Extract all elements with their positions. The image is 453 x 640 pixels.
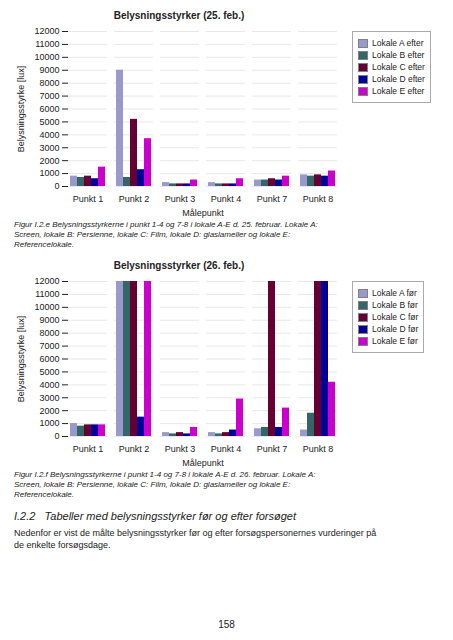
svg-text:Punkt 2: Punkt 2 — [119, 444, 150, 454]
svg-text:Punkt 8: Punkt 8 — [303, 444, 334, 454]
html-text:Nedenfor er vist de målte bely: Nedenfor er vist de målte belysningsstyr… — [14, 528, 377, 550]
svg-text:Punkt 4: Punkt 4 — [211, 194, 242, 204]
svg-text:10000: 10000 — [34, 302, 59, 312]
svg-text:Punkt 8: Punkt 8 — [303, 194, 334, 204]
html-text:Lokale C efter: Lokale C efter — [372, 62, 425, 72]
svg-text:12000: 12000 — [34, 276, 59, 286]
svg-text:5000: 5000 — [39, 117, 59, 127]
html-text:Lokale D før: Lokale D før — [372, 324, 419, 334]
svg-text:Punkt 3: Punkt 3 — [165, 194, 196, 204]
svg-text:Målepunkt: Målepunkt — [182, 208, 224, 218]
html-text:Lokale B efter: Lokale B efter — [372, 50, 425, 60]
svg-text:9000: 9000 — [39, 315, 59, 325]
svg-text:8000: 8000 — [39, 78, 59, 88]
svg-text:Punkt 1: Punkt 1 — [73, 194, 104, 204]
html-text:Lokale E før: Lokale E før — [372, 336, 418, 346]
svg-text:12000: 12000 — [34, 26, 59, 36]
svg-text:Punkt 4: Punkt 4 — [211, 444, 242, 454]
svg-text:2000: 2000 — [39, 406, 59, 416]
html-text:158: 158 — [218, 619, 235, 630]
html-text:I.2.2 Tabeller med belysningss: I.2.2 Tabeller med belysningsstyrker før… — [14, 510, 296, 522]
svg-text:3000: 3000 — [39, 393, 59, 403]
html-text:Lokale E efter: Lokale E efter — [372, 86, 425, 96]
svg-text:Punkt 3: Punkt 3 — [165, 444, 196, 454]
svg-text:0: 0 — [54, 431, 59, 441]
svg-text:11000: 11000 — [35, 39, 59, 49]
svg-text:6000: 6000 — [39, 104, 59, 114]
svg-text:4000: 4000 — [39, 130, 59, 140]
html-text:Lokale D efter: Lokale D efter — [372, 74, 425, 84]
html-text:Belysningsstyrker (25. feb.): Belysningsstyrker (25. feb.) — [113, 10, 245, 21]
svg-text:0: 0 — [54, 181, 59, 191]
svg-text:Belysningsstyrke [lux]: Belysningsstyrke [lux] — [16, 316, 26, 403]
svg-text:Punkt 7: Punkt 7 — [257, 194, 288, 204]
html-text:Figur I.2.f Belysningsstyrkern: Figur I.2.f Belysningsstyrkerne i punkt … — [14, 470, 316, 499]
svg-text:1000: 1000 — [39, 418, 59, 428]
svg-text:Punkt 7: Punkt 7 — [257, 444, 288, 454]
html-text:Figur I.2.e Belysningsstyrkern: Figur I.2.e Belysningsstyrkerne i punkt … — [14, 220, 318, 249]
svg-text:8000: 8000 — [39, 328, 59, 338]
svg-text:3000: 3000 — [39, 143, 59, 153]
html-text:Lokale A før: Lokale A før — [372, 288, 417, 298]
svg-text:1000: 1000 — [39, 168, 59, 178]
svg-text:7000: 7000 — [39, 341, 59, 351]
svg-text:2000: 2000 — [39, 156, 59, 166]
html-text:Lokale C før: Lokale C før — [372, 312, 419, 322]
svg-text:6000: 6000 — [39, 354, 59, 364]
svg-text:Målepunkt: Målepunkt — [182, 458, 224, 468]
svg-text:4000: 4000 — [39, 380, 59, 390]
svg-text:5000: 5000 — [39, 367, 59, 377]
svg-text:Belysningsstyrke [lux]: Belysningsstyrke [lux] — [16, 66, 26, 153]
html-text:Lokale B før: Lokale B før — [372, 300, 418, 310]
svg-text:7000: 7000 — [39, 91, 59, 101]
html-text:Belysningsstyrker (26. feb.): Belysningsstyrker (26. feb.) — [113, 260, 245, 271]
html-text:Lokale A efter: Lokale A efter — [372, 38, 424, 48]
svg-text:11000: 11000 — [35, 289, 59, 299]
svg-text:10000: 10000 — [34, 52, 59, 62]
svg-text:Punkt 2: Punkt 2 — [119, 194, 150, 204]
svg-text:Punkt 1: Punkt 1 — [73, 444, 104, 454]
svg-text:9000: 9000 — [39, 65, 59, 75]
